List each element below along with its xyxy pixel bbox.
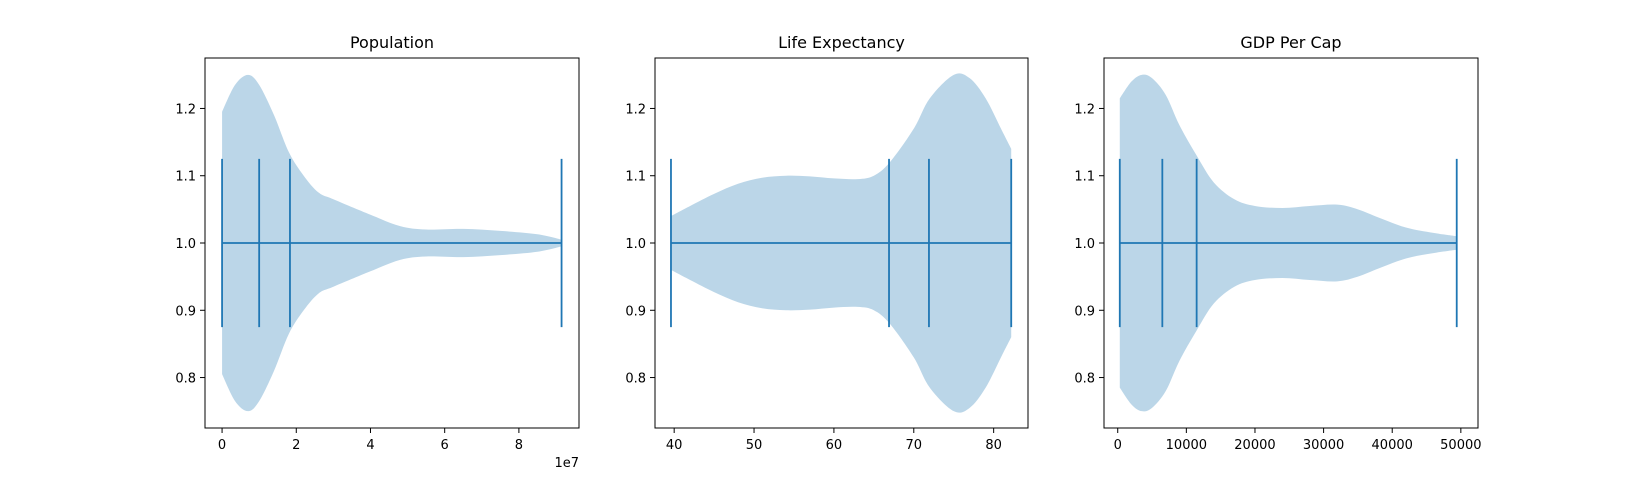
x-tick-label: 20000 <box>1234 438 1275 453</box>
chart-title: Life Expectancy <box>778 33 905 52</box>
y-tick-label: 0.8 <box>625 372 646 387</box>
x-tick-label: 60 <box>826 438 843 453</box>
x-tick-label: 40 <box>666 438 683 453</box>
y-tick-label: 1.1 <box>175 170 196 185</box>
violin-panel-1: 0 2 4 6 8 0.8 0.9 1.0 1.1 1.2 1e7 Population <box>175 33 580 471</box>
x-tick-label: 50 <box>746 438 763 453</box>
x-tick-label: 8 <box>515 438 523 453</box>
y-tick-label: 1.1 <box>1074 170 1095 185</box>
y-tick-label: 1.2 <box>1074 102 1095 117</box>
x-tick-label: 0 <box>218 438 226 453</box>
violin-panel-2: 40 50 60 70 80 0.8 0.9 1.0 1.1 1.2 Life Expectancy <box>625 33 1029 453</box>
x-tick-label: 50000 <box>1440 438 1481 453</box>
x-tick-label: 10000 <box>1166 438 1207 453</box>
chart-title: GDP Per Cap <box>1240 33 1341 52</box>
y-tick-label: 1.2 <box>625 102 646 117</box>
y-tick-label: 1.1 <box>625 170 646 185</box>
x-tick-label: 70 <box>906 438 923 453</box>
violin-panel-3: 0 10000 20000 30000 40000 50000 0.8 0.9 1.0 1.1 1.… <box>1074 33 1481 453</box>
x-tick-label: 40000 <box>1372 438 1413 453</box>
y-tick-label: 1.0 <box>625 237 646 252</box>
x-tick-label: 80 <box>985 438 1002 453</box>
y-tick-label: 0.9 <box>175 304 196 319</box>
y-tick-label: 0.9 <box>1074 304 1095 319</box>
x-tick-label: 2 <box>292 438 300 453</box>
y-tick-label: 0.8 <box>1074 372 1095 387</box>
x-tick-label: 6 <box>441 438 449 453</box>
chart-title: Population <box>350 33 434 52</box>
x-offset-label: 1e7 <box>554 456 579 471</box>
y-tick-label: 1.2 <box>175 102 196 117</box>
x-tick-label: 30000 <box>1303 438 1344 453</box>
y-tick-label: 1.0 <box>1074 237 1095 252</box>
y-tick-label: 0.8 <box>175 372 196 387</box>
y-tick-label: 0.9 <box>625 304 646 319</box>
x-tick-label: 0 <box>1114 438 1122 453</box>
x-tick-label: 4 <box>366 438 374 453</box>
y-tick-label: 1.0 <box>175 237 196 252</box>
